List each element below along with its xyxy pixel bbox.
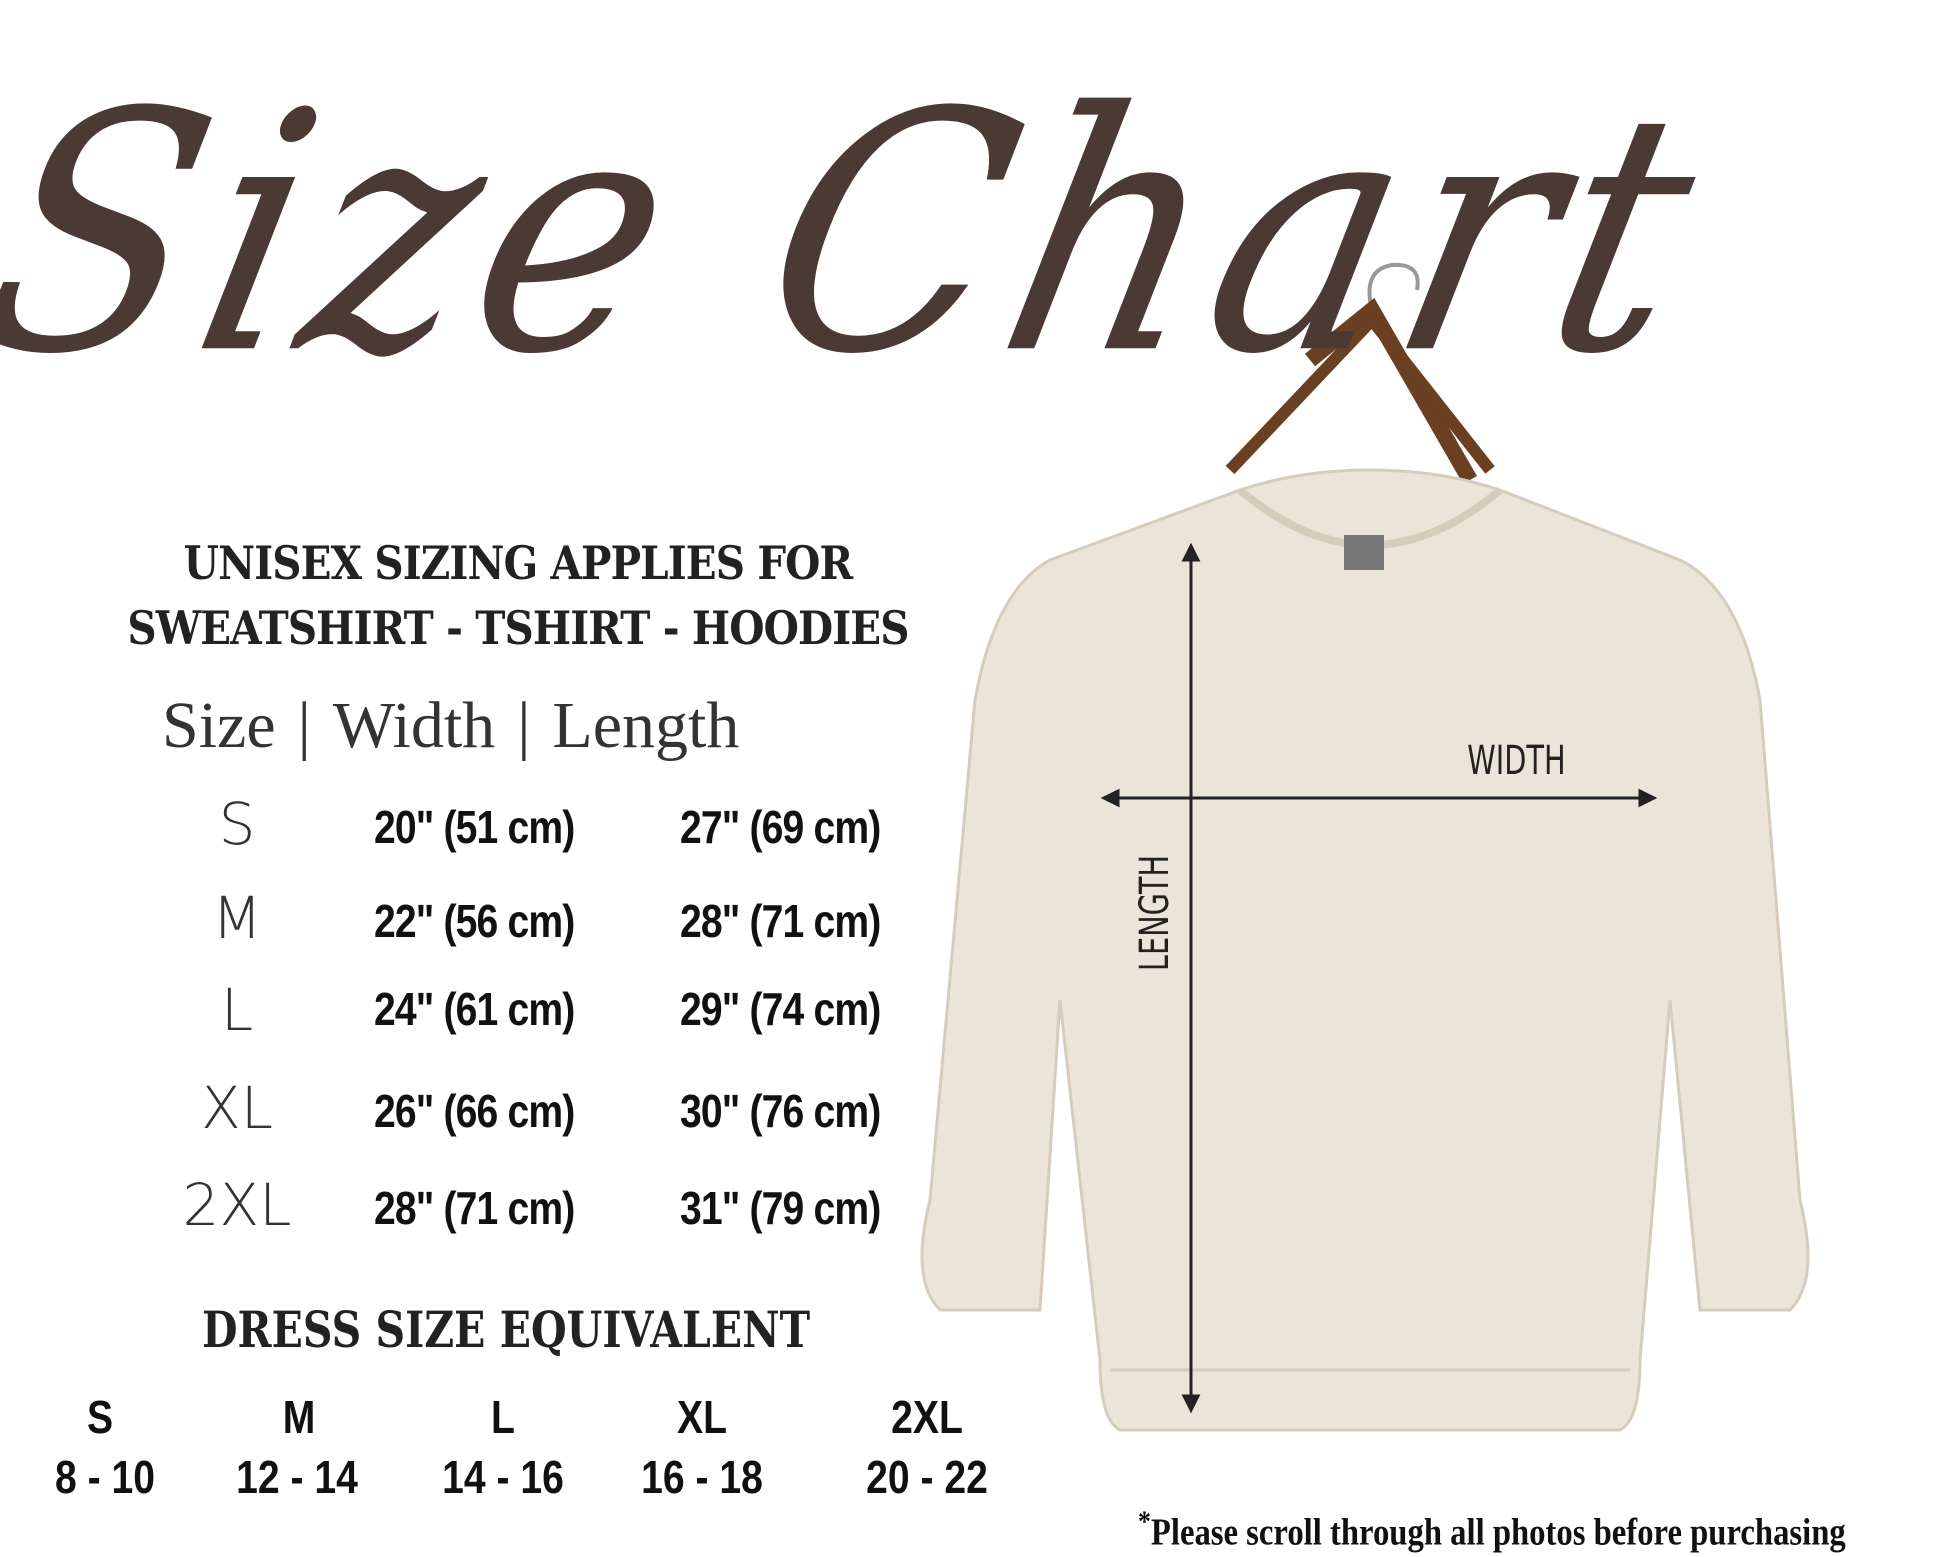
size-chart-title: Size Chart [0,42,1734,427]
dress-size: M [282,1391,316,1443]
sweatshirt-body [920,468,1810,1432]
dress-size: S [86,1391,114,1443]
row-size: L [220,976,254,1044]
column-separator: | [297,689,311,762]
dress-size-heading: DRESS SIZE EQUIVALENT [202,1300,811,1359]
row-width: 22" (56 cm) [374,895,575,947]
row-width: 26" (66 cm) [374,1085,575,1137]
width-label: WIDTH [1467,738,1566,784]
row-size: M [211,884,263,952]
row-width: 28" (71 cm) [374,1182,575,1234]
asterisk: * [1138,1505,1151,1538]
hanger-icon [1225,262,1495,484]
footer-note: *Please scroll through all photos before… [1138,1505,1846,1555]
dress-range: 8 - 10 [54,1451,155,1503]
dress-range: 14 - 16 [442,1451,564,1503]
row-width: 20" (51 cm) [374,801,575,853]
width-arrow [1100,788,1658,808]
length-arrow [1181,542,1201,1414]
row-length: 31" (79 cm) [680,1182,881,1234]
dress-range: 20 - 22 [866,1451,988,1503]
table-header: Size | Width | Length [162,688,739,764]
row-size: 2XL [182,1171,292,1239]
length-label: LENGTH [1132,854,1178,972]
row-size: XL [200,1074,274,1142]
heading-line2: SWEATSHIRT - TSHIRT - HOODIES [127,601,909,655]
heading-line1: UNISEX SIZING APPLIES FOR [183,536,854,590]
dress-range: 12 - 14 [236,1451,358,1503]
row-length: 28" (71 cm) [680,895,881,947]
column-length: Length [552,689,740,762]
row-width: 24" (61 cm) [374,983,575,1035]
row-length: 29" (74 cm) [680,983,881,1035]
row-size: S [218,790,256,858]
row-length: 27" (69 cm) [680,801,881,853]
footer-note-text: Please scroll through all photos before … [1150,1511,1846,1554]
column-size: Size [162,689,276,762]
row-length: 30" (76 cm) [680,1085,881,1137]
dress-size: L [491,1391,515,1443]
dress-size: 2XL [891,1391,963,1443]
dress-size: XL [677,1391,727,1443]
dress-range: 16 - 18 [641,1451,763,1503]
column-width: Width [332,689,496,762]
column-separator: | [517,689,531,762]
label-tag [1344,535,1384,570]
